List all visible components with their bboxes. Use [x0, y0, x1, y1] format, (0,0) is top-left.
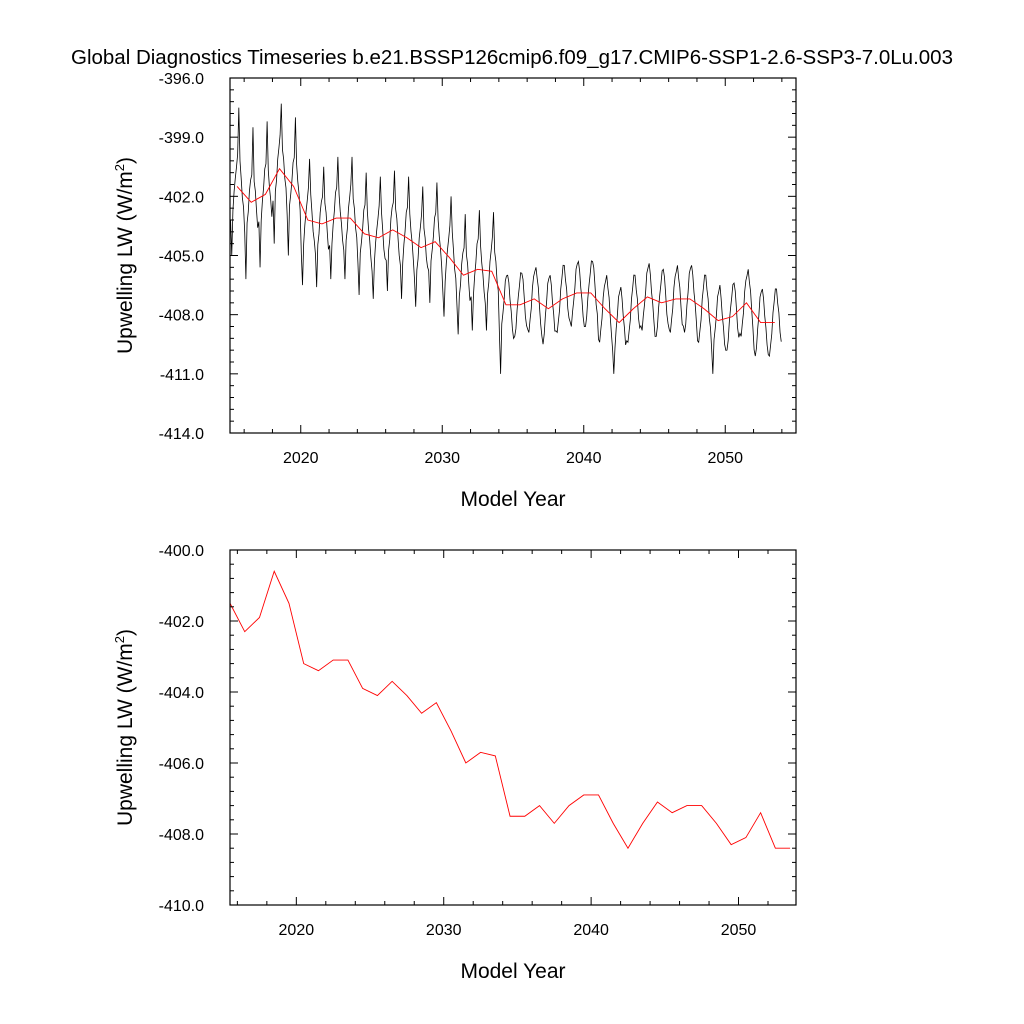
x-tick-label: 2030 [424, 450, 460, 467]
x-tick-label: 2020 [283, 450, 319, 467]
x-tick-label: 2030 [426, 922, 462, 939]
plot-frame [229, 77, 797, 434]
chart-title: Global Diagnostics Timeseries b.e21.BSSP… [71, 46, 953, 69]
y-tick-label: -402.0 [159, 189, 204, 206]
x-tick-label: 2040 [566, 450, 602, 467]
plot-frame [229, 549, 797, 906]
y-tick-label: -414.0 [159, 426, 204, 443]
y-tick-label: -404.0 [159, 685, 204, 702]
top-panel: 2020 2030 2040 2050 -414.0 -411.0 -408.0 -405.0… [112, 71, 797, 511]
plot-area [230, 103, 782, 374]
y-tick-label: -396.0 [159, 71, 204, 88]
y-tick-label: -406.0 [159, 756, 204, 773]
y-tick-label: -399.0 [159, 130, 204, 147]
annual-mean-series-line [236, 167, 775, 324]
y-axis-label: Upwelling LW (W/m2) [112, 157, 137, 354]
x-tick-label: 2040 [573, 922, 609, 939]
y-tick-label: -408.0 [159, 308, 204, 325]
y-tick-label: -400.0 [159, 543, 204, 560]
y-axis-label: Upwelling LW (W/m2) [112, 629, 137, 826]
y-tick-label: -411.0 [160, 367, 204, 384]
x-tick-label: 2050 [721, 922, 757, 939]
monthly-series-line [230, 103, 782, 374]
x-tick-label: 2020 [279, 922, 315, 939]
plot-area [230, 570, 791, 850]
y-tick-label: -402.0 [159, 614, 204, 631]
annual-mean-series-line [230, 570, 791, 850]
bottom-panel: 2020 2030 2040 2050 -410.0 -408.0 -406.0 -404.0… [112, 543, 797, 983]
y-tick-label: -408.0 [159, 827, 204, 844]
y-tick-label: -410.0 [159, 898, 204, 915]
y-tick-label: -405.0 [159, 249, 204, 266]
x-tick-label: 2050 [707, 450, 743, 467]
x-axis-label: Model Year [460, 488, 565, 511]
x-axis-label: Model Year [460, 960, 565, 983]
